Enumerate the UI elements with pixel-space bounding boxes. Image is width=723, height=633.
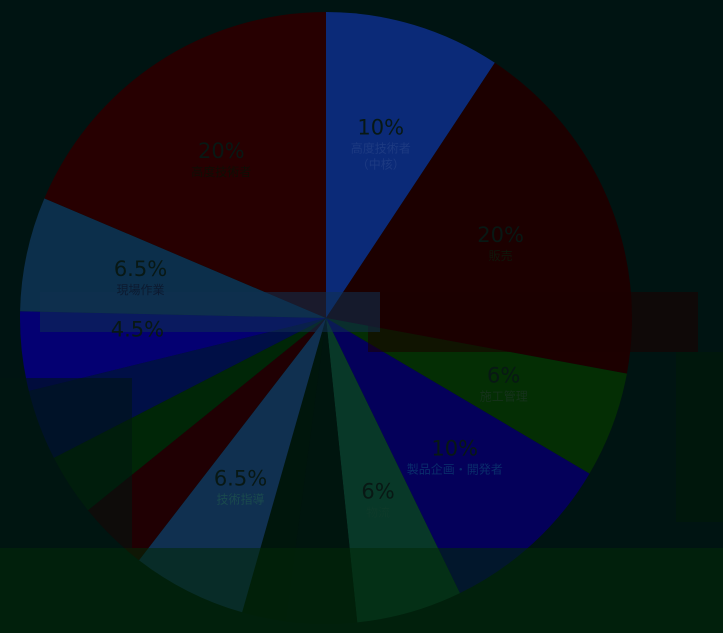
slice-category-label: 技術指導 bbox=[216, 491, 264, 506]
artifact-band bbox=[676, 352, 723, 522]
slice-percent-label: 20% bbox=[477, 223, 524, 247]
pie-slice bbox=[326, 318, 590, 594]
pie-slice bbox=[326, 318, 627, 474]
pie-slice bbox=[87, 318, 327, 561]
slice-category-label: 高度技術者 bbox=[191, 164, 251, 179]
slice-percent-label: 6.5% bbox=[114, 257, 167, 281]
slice-category-label: 施工管理 bbox=[480, 389, 528, 404]
artifact-band bbox=[40, 292, 380, 332]
slice-category-label: 物流 bbox=[366, 506, 390, 520]
pie-slice bbox=[242, 318, 326, 622]
pie-slice bbox=[20, 198, 326, 318]
pie-slice bbox=[326, 12, 495, 318]
pie-slice bbox=[285, 318, 358, 625]
slice-percent-label: 10% bbox=[357, 115, 404, 139]
artifact-band bbox=[0, 548, 723, 633]
slice-category-label: 高度技術者 bbox=[351, 140, 411, 155]
slice-category-label: 製品企画・開発者 bbox=[407, 461, 503, 476]
slice-percent-label: 20% bbox=[198, 139, 245, 163]
slice-percent-label: 6% bbox=[487, 364, 520, 388]
slice-percent-label: 10% bbox=[431, 436, 478, 460]
slice-category-label: （中核） bbox=[357, 156, 405, 171]
slice-percent-label: 6% bbox=[361, 480, 394, 504]
pie-slice bbox=[44, 11, 327, 319]
artifact-band bbox=[368, 292, 698, 352]
slice-percent-label: 4.5% bbox=[111, 318, 164, 342]
artifact-band bbox=[0, 378, 132, 548]
slice-category-label: 販売 bbox=[489, 248, 513, 263]
slice-percent-label: 6.5% bbox=[214, 466, 267, 490]
pie-slice bbox=[138, 318, 326, 613]
pie-slice bbox=[326, 318, 460, 623]
slice-category-label: 現場作業 bbox=[116, 283, 164, 297]
